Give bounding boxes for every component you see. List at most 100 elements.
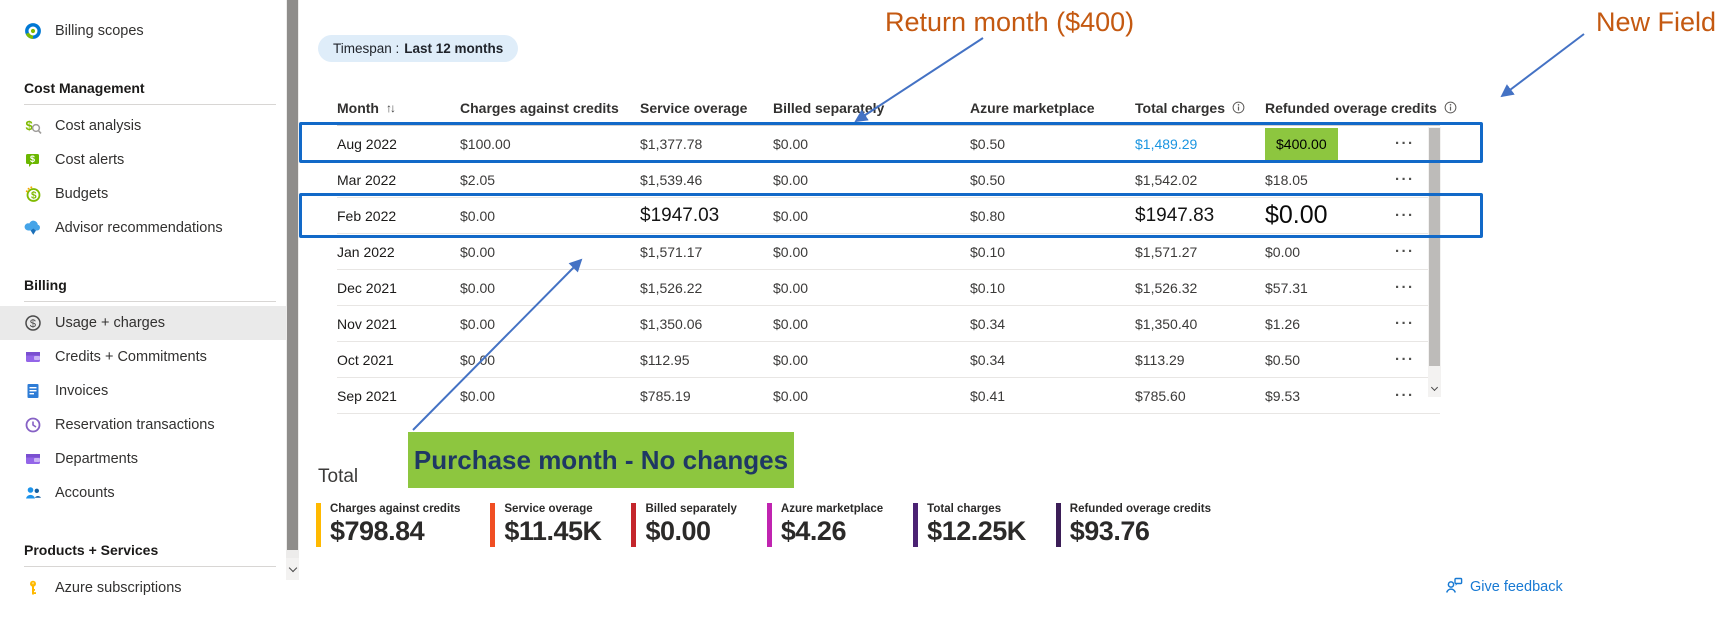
table-row-jan-2022: Jan 2022 $0.00 $1,571.17 $0.00 $0.10 $1,571.2… <box>337 234 1440 270</box>
cell-value: $785.60 <box>1135 388 1265 404</box>
total-card-label: Service overage <box>504 503 593 515</box>
cell-value: $0.00 <box>1265 244 1395 260</box>
total-card-value: $798.84 <box>330 516 425 546</box>
sort-icon[interactable]: ↑↓ <box>385 100 396 115</box>
info-icon[interactable] <box>1444 101 1457 114</box>
table-scrollbar-thumb[interactable] <box>1429 128 1440 366</box>
sidebar-item-cost-analysis[interactable]: $ Cost analysis <box>0 109 286 143</box>
column-header-month[interactable]: Month ↑↓ <box>337 100 460 116</box>
timespan-filter-pill[interactable]: Timespan : Last 12 months <box>318 35 519 62</box>
total-label: Total <box>318 466 359 487</box>
cell-value: $1,377.78 <box>640 136 773 152</box>
cell-value: $0.00 <box>460 388 640 404</box>
cell-value: $9.53 <box>1265 388 1395 404</box>
sidebar-scrollbar[interactable] <box>286 0 299 580</box>
value: $0.41 <box>970 387 1006 404</box>
table-header: Month ↑↓ Charges against credits Service ov… <box>337 90 1457 126</box>
sidebar-item-label: Accounts <box>55 485 115 501</box>
cell-value: $2.05 <box>460 172 640 188</box>
row-actions-button[interactable]: ··· <box>1395 279 1415 296</box>
row-actions-button[interactable]: ··· <box>1395 315 1415 332</box>
value: $0.80 <box>970 207 1006 224</box>
row-actions-button[interactable]: ··· <box>1395 387 1415 404</box>
invoice-icon <box>24 382 42 400</box>
sidebar-item-billing-scopes[interactable]: Billing scopes <box>0 14 286 48</box>
column-header-label: Charges against credits <box>460 99 619 116</box>
column-header-charges-against-credits[interactable]: Charges against credits <box>460 100 640 116</box>
cell-month: Dec 2021 <box>337 279 397 296</box>
cell-value: $0.50 <box>970 136 1135 152</box>
table-scroll-down-button[interactable] <box>1428 381 1441 397</box>
value: $0.00 <box>773 351 809 368</box>
table-row-feb-2022: Feb 2022 $0.00 $1947.03 $0.00 $0.80 $1947.83 $… <box>337 198 1440 234</box>
sidebar: Billing scopes Cost Management $ Cost analy… <box>0 0 286 632</box>
sidebar-item-credits-commitments[interactable]: Credits + Commitments <box>0 340 286 374</box>
sidebar-item-advisor-recommendations[interactable]: Advisor recommendations <box>0 211 286 245</box>
cell-value: $0.50 <box>970 172 1135 188</box>
cost-alerts-icon: $ <box>24 151 42 169</box>
cell-value: $0.41 <box>970 388 1135 404</box>
value: $0.10 <box>970 279 1006 296</box>
value: $0.00 <box>1265 201 1328 229</box>
give-feedback-link[interactable]: Give feedback <box>1445 576 1563 598</box>
cell-value: $0.00 <box>773 172 970 188</box>
column-header-azure-marketplace[interactable]: Azure marketplace <box>970 100 1135 116</box>
total-card-value: $12.25K <box>927 516 1026 546</box>
sidebar-nav: Billing scopes Cost Management $ Cost analy… <box>0 14 286 605</box>
table-row-dec-2021: Dec 2021 $0.00 $1,526.22 $0.00 $0.10 $1,526.3… <box>337 270 1440 306</box>
total-card-billed-separately: Billed separately $0.00 <box>631 503 737 547</box>
value: $785.19 <box>640 387 691 404</box>
sidebar-item-label: Advisor recommendations <box>55 220 223 236</box>
table-scrollbar[interactable] <box>1428 127 1441 397</box>
divider <box>24 104 276 105</box>
sidebar-item-departments[interactable]: Departments <box>0 442 286 476</box>
info-icon[interactable] <box>1232 101 1245 114</box>
column-header-total-charges[interactable]: Total charges <box>1135 100 1265 116</box>
sidebar-scroll-down-button[interactable] <box>286 558 299 580</box>
value: $0.50 <box>970 135 1006 152</box>
cell-value: $1,571.27 <box>1135 244 1265 260</box>
sidebar-item-budgets[interactable]: $ Budgets <box>0 177 286 211</box>
value: $0.00 <box>773 387 809 404</box>
table-body: Aug 2022 $100.00 $1,377.78 $0.00 $0.50 $1,489… <box>337 126 1440 414</box>
value: $0.50 <box>970 171 1006 188</box>
row-actions-button[interactable]: ··· <box>1395 135 1415 152</box>
value[interactable]: $1,489.29 <box>1135 135 1198 152</box>
sidebar-item-cost-alerts[interactable]: $ Cost alerts <box>0 143 286 177</box>
cell-value: $0.00 <box>773 244 970 260</box>
sidebar-item-invoices[interactable]: Invoices <box>0 374 286 408</box>
cell-value: $0.00 <box>773 136 970 152</box>
divider <box>24 566 276 567</box>
wallet-icon <box>24 348 42 366</box>
sidebar-scrollbar-thumb[interactable] <box>287 0 298 550</box>
column-header-refunded-overage-credits[interactable]: Refunded overage credits <box>1265 100 1457 116</box>
cell-value: $1,542.02 <box>1135 172 1265 188</box>
cell-value: $1,526.32 <box>1135 280 1265 296</box>
total-summary-cards: Charges against credits $798.84 Service ov… <box>316 503 1211 547</box>
total-card-label: Refunded overage credits <box>1069 503 1211 515</box>
column-header-billed-separately[interactable]: Billed separately <box>773 100 970 116</box>
value: $1,571.27 <box>1135 243 1198 260</box>
cell-value: $0.00 <box>773 208 970 224</box>
cell-value: $0.00 <box>460 280 640 296</box>
sidebar-item-accounts[interactable]: Accounts <box>0 476 286 510</box>
total-card-label: Azure marketplace <box>780 503 884 515</box>
svg-text:$: $ <box>30 154 35 164</box>
value: $0.00 <box>460 315 496 332</box>
sidebar-item-label: Usage + charges <box>55 315 166 331</box>
value: $1,571.17 <box>640 243 703 260</box>
cell-value: $0.00 <box>773 280 970 296</box>
sidebar-item-reservation-transactions[interactable]: Reservation transactions <box>0 408 286 442</box>
row-actions-button[interactable]: ··· <box>1395 207 1415 224</box>
row-actions-button[interactable]: ··· <box>1395 351 1415 368</box>
sidebar-item-azure-subscriptions[interactable]: Azure subscriptions <box>0 571 286 605</box>
column-header-service-overage[interactable]: Service overage <box>640 100 773 116</box>
sidebar-item-usage-charges[interactable]: $ Usage + charges <box>0 306 286 340</box>
value: $57.31 <box>1265 279 1308 296</box>
total-card-value: $93.76 <box>1069 516 1150 546</box>
cell-value: $0.00 <box>773 316 970 332</box>
cell-month: Aug 2022 <box>337 135 397 152</box>
row-actions-button[interactable]: ··· <box>1395 243 1415 260</box>
row-actions-button[interactable]: ··· <box>1395 171 1415 188</box>
